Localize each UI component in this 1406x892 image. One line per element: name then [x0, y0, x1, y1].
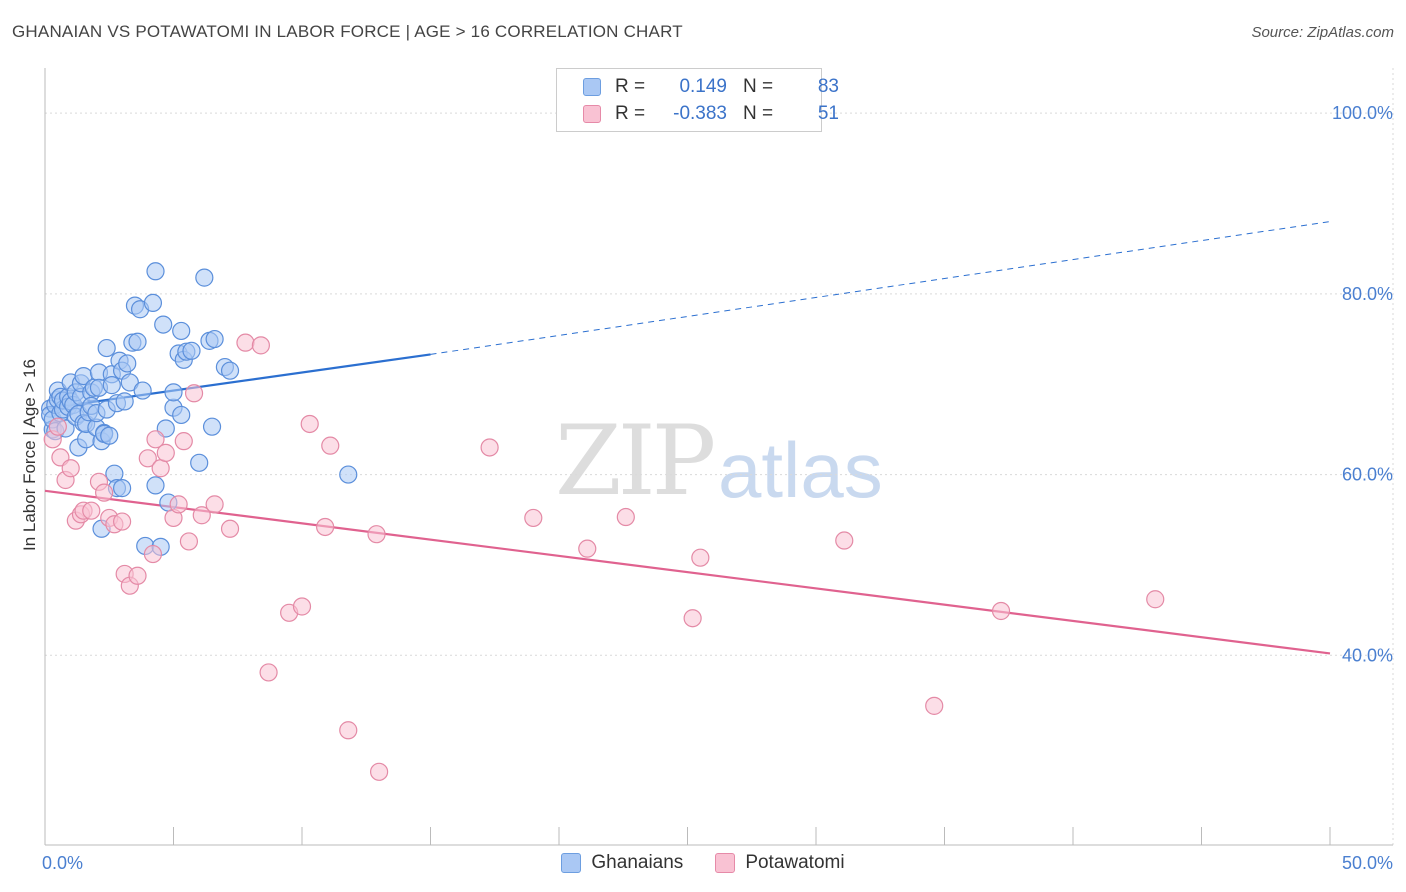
legend-r-label: R =	[615, 103, 646, 124]
point-ghanaians	[195, 268, 214, 287]
point-potawatomi	[339, 721, 358, 740]
point-potawatomi	[321, 436, 340, 455]
point-ghanaians	[205, 329, 224, 349]
point-potawatomi	[578, 539, 597, 558]
point-potawatomi	[251, 336, 270, 355]
point-ghanaians	[97, 338, 116, 358]
point-potawatomi	[236, 333, 255, 352]
point-potawatomi	[143, 544, 163, 564]
legend-swatch-ghanaians	[583, 78, 601, 96]
point-potawatomi	[300, 414, 319, 434]
points-layer	[41, 262, 1165, 781]
point-ghanaians	[220, 361, 240, 380]
point-ghanaians	[143, 293, 163, 313]
point-ghanaians	[128, 332, 147, 351]
point-potawatomi	[61, 459, 80, 478]
y-tick-label: 100.0%	[1332, 103, 1393, 123]
point-potawatomi	[95, 483, 114, 502]
point-ghanaians	[112, 479, 132, 498]
point-potawatomi	[156, 443, 175, 462]
point-potawatomi	[192, 506, 211, 525]
x-tick-label: 50.0%	[1342, 853, 1393, 873]
point-potawatomi	[259, 663, 278, 682]
point-potawatomi	[691, 548, 710, 567]
point-potawatomi	[174, 432, 193, 451]
point-ghanaians	[102, 376, 121, 395]
point-ghanaians	[115, 392, 134, 411]
point-ghanaians	[133, 381, 152, 400]
point-potawatomi	[179, 532, 199, 551]
point-potawatomi	[112, 512, 132, 531]
series-swatch-potawatomi	[715, 853, 736, 873]
point-ghanaians	[154, 315, 173, 334]
point-potawatomi	[925, 696, 944, 715]
point-ghanaians	[190, 453, 209, 472]
series-legend: Ghanaians Potawatomi	[0, 852, 1406, 874]
series-legend-ghanaians[interactable]: Ghanaians	[561, 852, 683, 874]
point-potawatomi	[146, 430, 165, 449]
point-potawatomi	[48, 417, 67, 436]
series-swatch-ghanaians	[561, 853, 582, 873]
series-label-potawatomi: Potawatomi	[745, 852, 845, 873]
chart-title: GHANAIAN VS POTAWATOMI IN LABOR FORCE | …	[12, 22, 683, 41]
point-potawatomi	[292, 597, 312, 616]
point-potawatomi	[367, 525, 386, 544]
point-potawatomi	[169, 495, 188, 514]
point-potawatomi	[82, 501, 101, 520]
point-potawatomi	[480, 438, 499, 457]
trend-line-dashed-ghanaians	[430, 221, 1331, 355]
legend-r-value: 0.149	[679, 76, 727, 97]
point-ghanaians	[172, 321, 191, 341]
point-potawatomi	[220, 519, 240, 538]
point-ghanaians	[120, 373, 139, 392]
tick-label-layer: 100.0% 80.0% 60.0% 40.0% 0.0% 50.0%	[42, 103, 1393, 873]
point-potawatomi	[991, 601, 1011, 621]
source-credit: Source: ZipAtlas.com	[1251, 24, 1394, 41]
legend-n-value: 83	[817, 76, 839, 97]
legend-row-potawatomi: R = -0.383 N = 51	[583, 102, 839, 126]
legend-r-label: R =	[615, 76, 646, 97]
watermark-zip: ZIP	[555, 405, 716, 517]
x-tick-label: 0.0%	[42, 853, 83, 873]
legend-n-label: N =	[743, 76, 774, 97]
point-potawatomi	[316, 517, 335, 537]
y-tick-label: 40.0%	[1342, 645, 1393, 665]
point-potawatomi	[128, 566, 147, 585]
point-ghanaians	[146, 262, 165, 281]
legend-row-ghanaians: R = 0.149 N = 83	[583, 75, 839, 99]
point-ghanaians	[339, 465, 358, 484]
axis-layer	[44, 68, 1393, 846]
series-label-ghanaians: Ghanaians	[591, 852, 684, 873]
correlation-legend: R = 0.149 N = 83 R = -0.383 N = 51	[556, 68, 839, 132]
point-ghanaians	[146, 476, 165, 495]
point-potawatomi	[1146, 590, 1165, 609]
point-potawatomi	[370, 762, 389, 781]
point-potawatomi	[616, 507, 635, 527]
y-tick-label: 60.0%	[1342, 465, 1393, 485]
y-tick-label: 80.0%	[1342, 284, 1393, 304]
point-ghanaians	[100, 426, 119, 445]
grid-layer	[45, 68, 1394, 845]
point-potawatomi	[138, 449, 157, 468]
point-ghanaians	[164, 383, 183, 402]
watermark-atlas: atlas	[718, 426, 883, 514]
point-ghanaians	[172, 405, 191, 425]
point-potawatomi	[524, 508, 543, 528]
legend-n-value: 51	[817, 103, 839, 124]
point-potawatomi	[151, 459, 170, 478]
point-ghanaians	[182, 341, 201, 360]
legend-swatch-potawatomi	[583, 105, 601, 123]
trend-layer	[44, 221, 1331, 655]
trend-line-potawatomi	[44, 489, 1331, 655]
legend-r-value: -0.383	[673, 103, 727, 124]
point-potawatomi	[205, 495, 224, 514]
point-potawatomi	[184, 384, 204, 403]
point-potawatomi	[835, 531, 854, 550]
point-potawatomi	[683, 609, 702, 628]
point-ghanaians	[118, 354, 137, 373]
series-legend-potawatomi[interactable]: Potawatomi	[715, 852, 845, 874]
legend-n-label: N =	[743, 103, 774, 124]
point-ghanaians	[202, 417, 222, 436]
